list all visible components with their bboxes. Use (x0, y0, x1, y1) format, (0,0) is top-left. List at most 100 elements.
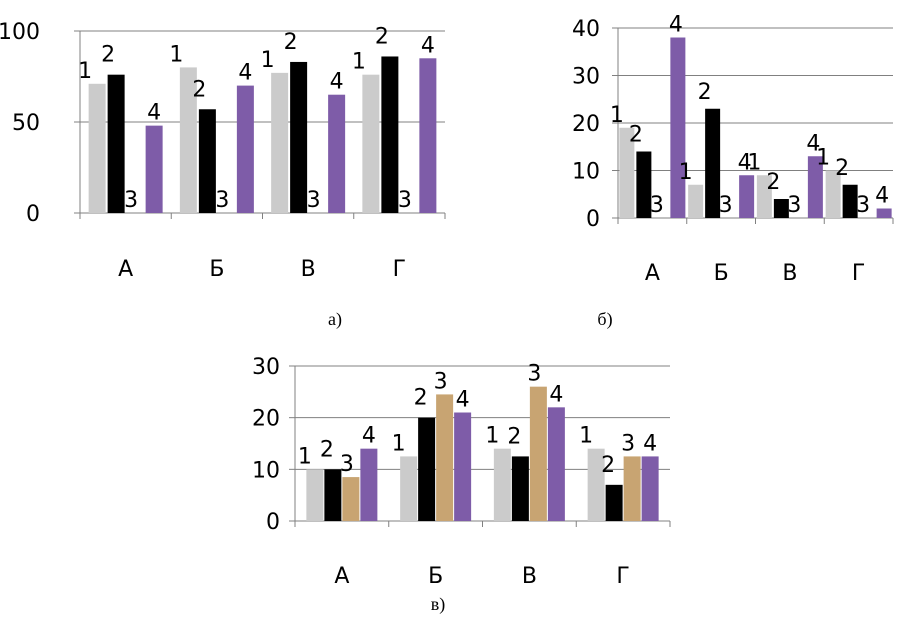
category-label: Г (852, 261, 865, 286)
data-label: 1 (78, 59, 92, 84)
bar-3 (529, 386, 547, 521)
bar-4 (454, 412, 472, 521)
data-label: 1 (579, 424, 593, 449)
category-label: В (522, 564, 537, 589)
data-label: 2 (101, 43, 115, 68)
bar-1 (362, 74, 380, 214)
bar-4 (807, 156, 823, 218)
data-label: 3 (124, 188, 138, 213)
bar-2 (418, 417, 436, 521)
data-label: 3 (650, 193, 664, 218)
category-label: Б (428, 564, 443, 589)
data-label: 3 (527, 362, 541, 387)
data-label: 2 (507, 424, 521, 449)
data-label: 1 (747, 150, 761, 175)
data-label: 1 (485, 424, 499, 449)
y-tick-label: 20 (572, 112, 600, 137)
bar-2 (324, 469, 342, 521)
y-tick-label: 100 (0, 20, 40, 45)
data-label: 3 (719, 193, 733, 218)
bar-2 (605, 484, 623, 521)
bar-3 (436, 394, 454, 521)
data-label: 2 (375, 24, 389, 49)
bar-4 (670, 37, 686, 218)
data-label: 2 (766, 170, 780, 195)
data-label: 3 (340, 452, 354, 477)
data-label: 3 (307, 188, 321, 213)
bar-1 (587, 448, 605, 521)
bar-4 (328, 94, 346, 213)
data-label: 3 (856, 193, 870, 218)
category-label: Б (209, 257, 224, 282)
bar-1 (306, 469, 324, 521)
data-label: 2 (284, 30, 298, 55)
y-tick-label: 0 (26, 202, 40, 227)
data-label: 4 (362, 424, 376, 449)
bar-2 (381, 56, 399, 214)
bar-3 (342, 477, 360, 521)
data-label: 2 (601, 453, 615, 478)
data-label: 4 (738, 150, 752, 175)
bar-2 (705, 108, 721, 218)
bar-4 (641, 456, 659, 521)
bar-4 (876, 208, 892, 218)
category-label: Г (616, 564, 629, 589)
data-label: 4 (421, 33, 435, 58)
data-label: 3 (621, 431, 635, 456)
bar-4 (547, 407, 565, 521)
bar-1 (825, 170, 841, 218)
y-tick-label: 10 (572, 160, 600, 185)
y-tick-label: 30 (572, 65, 600, 90)
category-label: Б (714, 261, 729, 286)
bar-1 (271, 72, 289, 213)
data-label: 3 (434, 369, 448, 394)
data-label: 1 (352, 50, 366, 75)
data-label: 4 (330, 70, 344, 95)
data-label: 4 (643, 431, 657, 456)
data-label: 4 (875, 184, 889, 209)
category-label: А (334, 564, 349, 589)
data-label: 3 (215, 188, 229, 213)
bar-3 (623, 456, 641, 521)
data-label: 3 (787, 193, 801, 218)
data-label: 2 (835, 156, 849, 181)
y-tick-label: 0 (266, 510, 280, 535)
bar-1 (756, 175, 772, 218)
bar-2 (511, 456, 529, 521)
data-label: 1 (679, 160, 693, 185)
data-label: 4 (238, 61, 252, 86)
y-tick-label: 10 (252, 458, 280, 483)
bar-2 (107, 74, 125, 214)
bar-1 (400, 456, 418, 521)
bar-1 (179, 67, 197, 214)
y-tick-label: 30 (252, 355, 280, 380)
category-label: В (301, 257, 316, 282)
data-label: 1 (816, 146, 830, 171)
data-label: 1 (392, 431, 406, 456)
y-tick-label: 40 (572, 17, 600, 42)
data-label: 2 (320, 437, 334, 462)
data-label: 3 (398, 188, 412, 213)
data-label: 1 (298, 444, 312, 469)
chart-caption: в) (431, 594, 446, 615)
bar-4 (236, 85, 254, 213)
data-label: 1 (261, 48, 275, 73)
data-label: 2 (192, 77, 206, 102)
y-tick-label: 50 (12, 111, 40, 136)
bar-4 (419, 58, 437, 213)
category-label: А (118, 257, 133, 282)
data-label: 4 (549, 382, 563, 407)
data-label: 2 (698, 80, 712, 105)
category-label: А (645, 261, 660, 286)
bar-4 (360, 448, 378, 521)
data-label: 1 (610, 103, 624, 128)
bar-2 (636, 151, 652, 218)
y-tick-label: 20 (252, 407, 280, 432)
bar-2 (842, 184, 858, 218)
data-label: 1 (169, 42, 183, 67)
category-label: Г (393, 257, 406, 282)
